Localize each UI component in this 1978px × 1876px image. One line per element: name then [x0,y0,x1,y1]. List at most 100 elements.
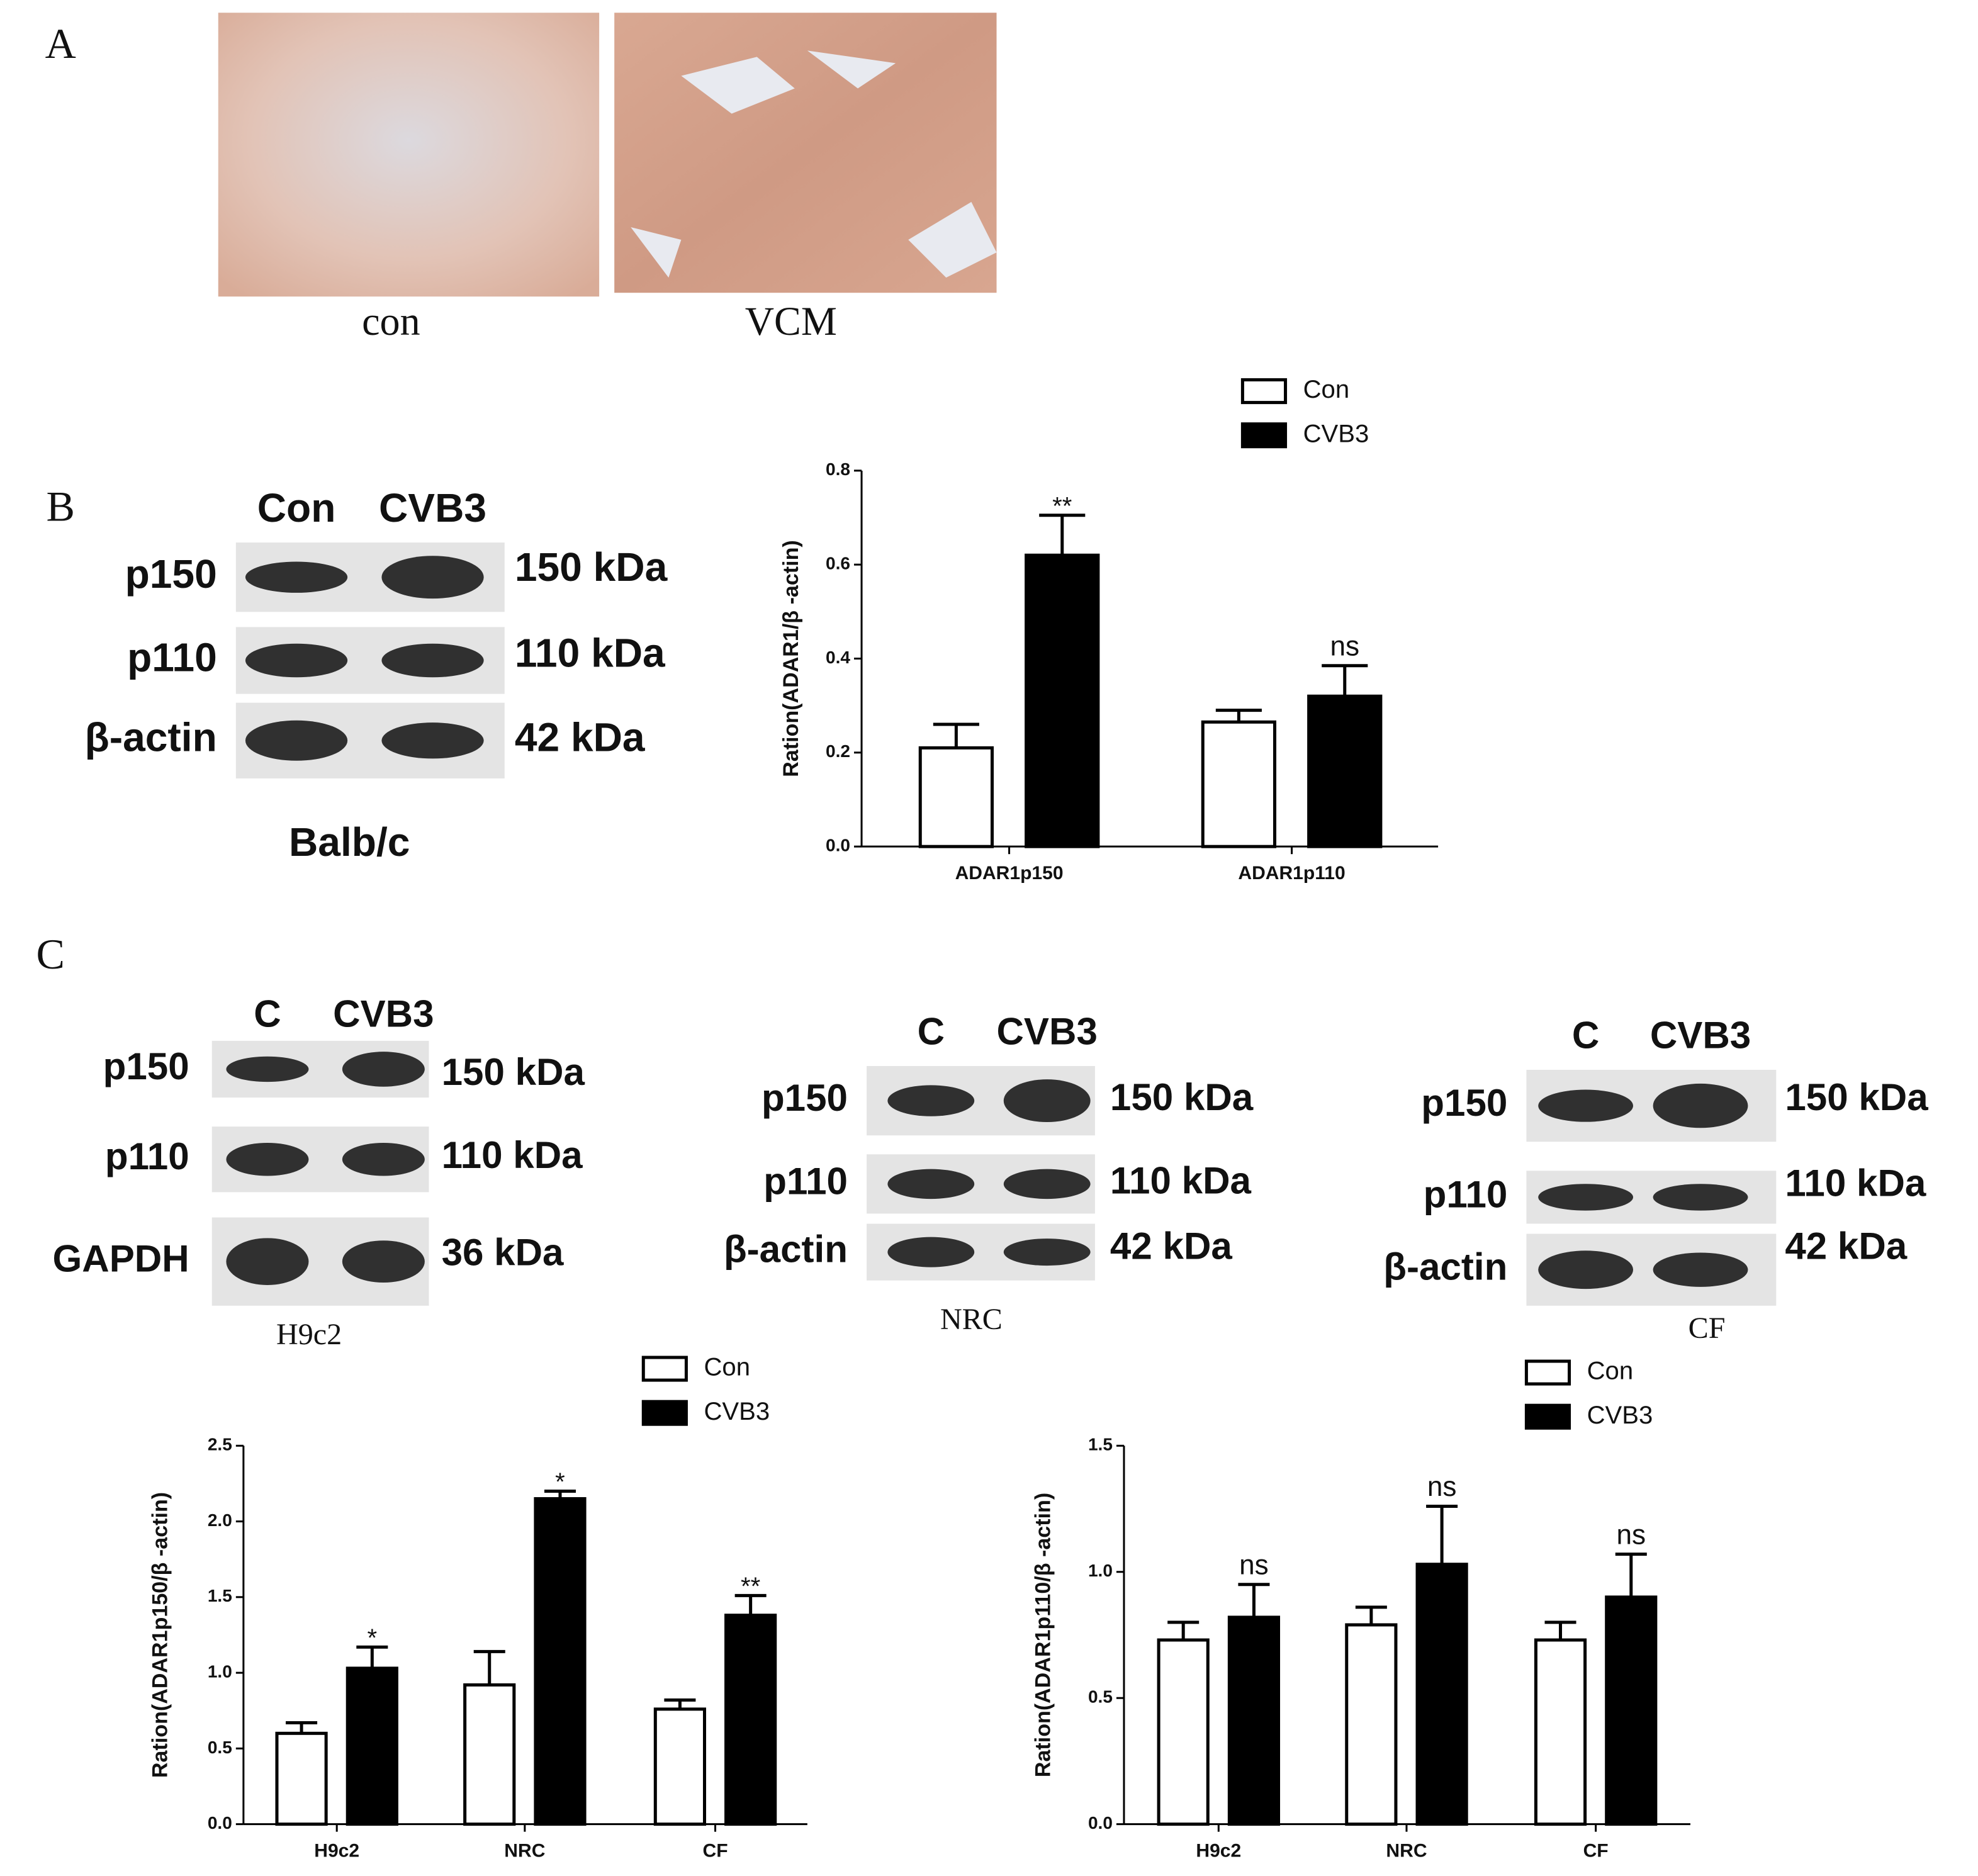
blot-size-label: 110 kDa [1785,1162,1926,1204]
blot-column-label: C [918,1011,945,1053]
bar [724,1614,777,1826]
y-tick-label: 0.5 [1088,1687,1113,1707]
legend-label: Con [704,1354,750,1381]
y-tick-label: 0.6 [826,554,850,573]
y-axis-title: Ration(ADAR1/β -actin) [779,540,803,777]
significance-label: ns [1616,1519,1646,1550]
y-tick-label: 0.2 [826,741,850,761]
y-tick-label: 2.5 [208,1435,232,1454]
y-tick-label: 0.5 [208,1738,232,1757]
blot-size-label: 110 kDa [515,630,666,675]
y-tick-label: 0.0 [826,836,850,855]
blot-band [226,1143,309,1176]
significance-label: ns [1239,1549,1269,1580]
y-tick-label: 1.5 [208,1586,232,1605]
blot-band [887,1169,975,1199]
blot-band [1538,1250,1634,1289]
panel-label: C [36,930,64,978]
blot-row-label: p110 [763,1160,848,1202]
blot-row-label: p110 [1424,1173,1508,1215]
bar [1025,553,1100,848]
blot-size-label: 150 kDa [442,1051,585,1093]
bar [1534,1638,1587,1826]
blot-column-label: C [1572,1014,1599,1057]
blot-size-label: 110 kDa [1110,1159,1252,1201]
legend-swatch [1524,1359,1571,1386]
blot-size-label: 42 kDa [515,715,646,760]
legend-swatch [1240,422,1288,449]
legend-label: Con [1303,376,1350,403]
blot-band [1003,1238,1091,1266]
blot-row-label: p150 [125,551,217,597]
blot-band [381,643,484,678]
blot-band [381,556,484,599]
blot-row-label: p110 [127,634,217,680]
blot-band [1538,1089,1634,1122]
blot-band [1003,1079,1091,1123]
bar [1415,1563,1468,1826]
blot-row-label: p110 [105,1135,189,1177]
blot-band [1653,1083,1748,1128]
blot-size-label: 150 kDa [515,544,668,590]
blot-row-label: β-actin [724,1228,848,1271]
blot-band [245,643,348,678]
y-tick-label: 0.8 [826,459,850,479]
significance-label: * [368,1624,378,1652]
blot-size-label: 42 kDa [1110,1225,1232,1267]
blot-caption: CF [1689,1312,1726,1345]
blot-column-label: CVB3 [1650,1014,1751,1057]
legend-swatch [641,1356,688,1382]
y-tick-label: 1.5 [1088,1435,1113,1454]
x-tick-label: H9c2 [1196,1841,1241,1862]
blot-band [342,1240,425,1283]
legend-label: CVB3 [704,1398,770,1425]
histology-label: VCM [745,299,837,344]
bar [1227,1615,1281,1826]
blot-band [342,1143,425,1176]
blot-row-label: p150 [761,1077,848,1119]
blot-row-label: p150 [1421,1082,1507,1124]
x-tick-label: NRC [1386,1841,1427,1862]
legend-label: Con [1587,1357,1634,1385]
bar [1201,720,1277,848]
blot-band [226,1056,309,1082]
panel-label: A [45,20,76,67]
legend-label: CVB3 [1303,420,1369,447]
panel-label: B [46,483,74,531]
bar [1307,694,1383,848]
blot-column-label: Con [257,485,336,531]
blot-band [245,561,348,593]
blot-column-label: CVB3 [379,485,486,531]
blot-band [1653,1184,1748,1211]
bar [1605,1595,1658,1826]
blot-row-label: p150 [103,1045,189,1087]
blot-row-label: β-actin [85,715,217,760]
blot-band [887,1237,975,1267]
bar [653,1707,706,1826]
histology-image [218,13,600,297]
blot-band [1653,1252,1748,1287]
blot-band [1538,1184,1634,1211]
blot-band [887,1085,975,1116]
significance-label: ns [1427,1471,1457,1502]
legend-swatch [1240,378,1288,405]
y-tick-label: 1.0 [208,1662,232,1682]
bar [1345,1623,1398,1826]
blot-caption: H9c2 [276,1318,342,1351]
legend-swatch [641,1400,688,1426]
y-tick-label: 2.0 [208,1510,232,1530]
blot-column-label: CVB3 [333,993,434,1035]
bar [918,746,994,848]
legend-label: CVB3 [1587,1401,1653,1429]
significance-label: ns [1330,631,1359,661]
blot-caption: Balb/c [289,819,410,865]
x-tick-label: ADAR1p110 [1238,863,1345,884]
x-tick-label: H9c2 [314,1841,359,1862]
y-axis-title: Ration(ADAR1p110/β -actin) [1031,1493,1055,1777]
significance-label: ** [1052,492,1072,520]
legend-swatch [1524,1403,1571,1430]
blot-row-label: β-actin [1383,1246,1507,1288]
blot-band [1003,1169,1091,1199]
blot-size-label: 150 kDa [1785,1076,1928,1118]
y-tick-label: 0.0 [208,1813,232,1833]
